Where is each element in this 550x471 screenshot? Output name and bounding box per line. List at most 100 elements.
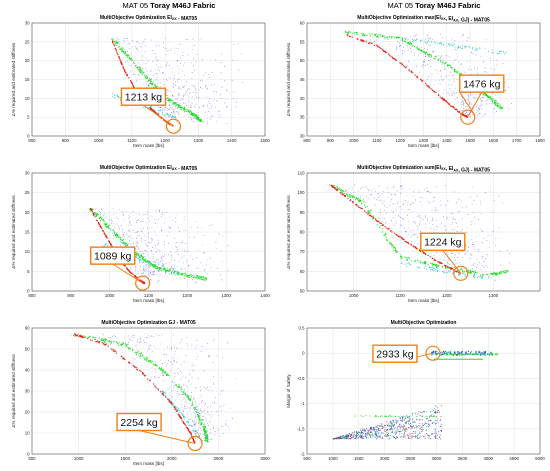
green-point	[141, 71, 144, 73]
cloud-point	[142, 214, 144, 216]
cloud-point	[214, 434, 216, 436]
pareto-point	[179, 415, 181, 417]
green-point	[195, 406, 197, 408]
cloud-point	[135, 268, 136, 270]
cloud-point	[140, 220, 142, 222]
cloud-point	[160, 66, 162, 68]
cloud-point	[128, 336, 130, 338]
cloud-point	[481, 108, 483, 110]
pareto-point	[448, 267, 451, 269]
green-point	[200, 422, 203, 424]
green-point	[196, 275, 198, 277]
callout-box	[120, 87, 167, 106]
green-point	[140, 254, 142, 256]
green-point	[168, 270, 171, 272]
green-point	[342, 189, 344, 192]
cyan-point	[187, 421, 189, 423]
cloud-point	[188, 101, 190, 103]
green-point	[121, 47, 123, 49]
green-point	[505, 270, 507, 272]
cloud-point	[210, 266, 212, 268]
cloud-point	[424, 47, 426, 49]
green-point	[126, 56, 128, 58]
pareto-point	[90, 208, 92, 211]
pareto-point	[143, 374, 145, 376]
cloud-point	[191, 279, 193, 281]
cloud-point	[439, 251, 441, 253]
cloud-point	[171, 268, 173, 269]
green-point	[145, 357, 147, 359]
green-point	[388, 36, 391, 38]
cloud-point	[129, 216, 131, 218]
pareto-point	[125, 72, 127, 74]
cloud-point	[148, 347, 150, 349]
cloud-point	[171, 220, 173, 222]
chart-ei-ax: MultiObjective Optimization EIAX - MAT05…	[11, 165, 270, 303]
cloud-point	[145, 250, 147, 252]
cloud-point	[132, 70, 134, 72]
pareto-point	[115, 350, 117, 353]
cloud-point	[165, 48, 167, 50]
green-point	[336, 185, 338, 188]
cloud-point	[456, 79, 458, 81]
green-point	[199, 278, 201, 280]
cloud-point	[158, 210, 160, 212]
cloud-point	[132, 238, 134, 240]
green-point	[177, 104, 179, 106]
cloud-point	[118, 41, 120, 43]
green-point	[169, 101, 171, 103]
y-tick-label: 5	[27, 115, 30, 120]
green-point	[497, 104, 499, 106]
cloud-point	[444, 224, 446, 226]
cloud-point	[418, 225, 420, 227]
cloud-point	[160, 230, 162, 232]
green-point	[414, 260, 416, 262]
cyan-point	[441, 42, 443, 44]
cloud-point	[129, 239, 131, 241]
green-point	[94, 211, 96, 214]
cloud-point	[357, 190, 359, 192]
cloud-point	[185, 354, 187, 356]
cloud-point	[137, 51, 139, 52]
cloud-point	[220, 405, 222, 407]
green-point	[397, 37, 400, 39]
y-tick-label: 100	[297, 190, 305, 195]
cloud-point	[136, 345, 138, 347]
cloud-point	[183, 219, 185, 221]
cloud-point	[171, 95, 173, 97]
cloud-point	[161, 214, 163, 215]
pareto-point	[114, 350, 116, 352]
green-point	[190, 275, 192, 278]
cloud-point	[164, 362, 166, 364]
cloud-point	[442, 59, 444, 61]
cloud-point	[360, 188, 362, 190]
green-point	[137, 350, 139, 352]
pareto-point	[128, 361, 130, 364]
green-point	[145, 360, 148, 362]
cloud-point	[403, 227, 405, 229]
cloud-point	[172, 86, 174, 87]
green-point	[115, 44, 117, 46]
cyan-point	[178, 410, 180, 412]
green-point	[400, 256, 402, 258]
cloud-point	[392, 217, 394, 219]
cloud-point	[440, 204, 442, 206]
cloud-point	[201, 401, 203, 403]
cyan-point	[482, 277, 484, 279]
scatter-points	[72, 333, 237, 444]
pareto-point	[117, 54, 119, 56]
green-point	[373, 34, 376, 36]
cloud-point	[440, 258, 441, 260]
cloud-point	[467, 108, 469, 109]
cloud-point	[408, 227, 410, 229]
green-point	[167, 99, 170, 101]
cloud-point	[130, 335, 132, 337]
green-point	[379, 226, 381, 229]
scatter-points	[328, 184, 510, 281]
cloud-point	[170, 244, 172, 246]
cloud-point	[175, 111, 177, 113]
cloud-point	[145, 267, 147, 269]
cloud-point	[206, 389, 208, 391]
cloud-point	[174, 385, 176, 387]
cloud-point	[480, 98, 481, 100]
